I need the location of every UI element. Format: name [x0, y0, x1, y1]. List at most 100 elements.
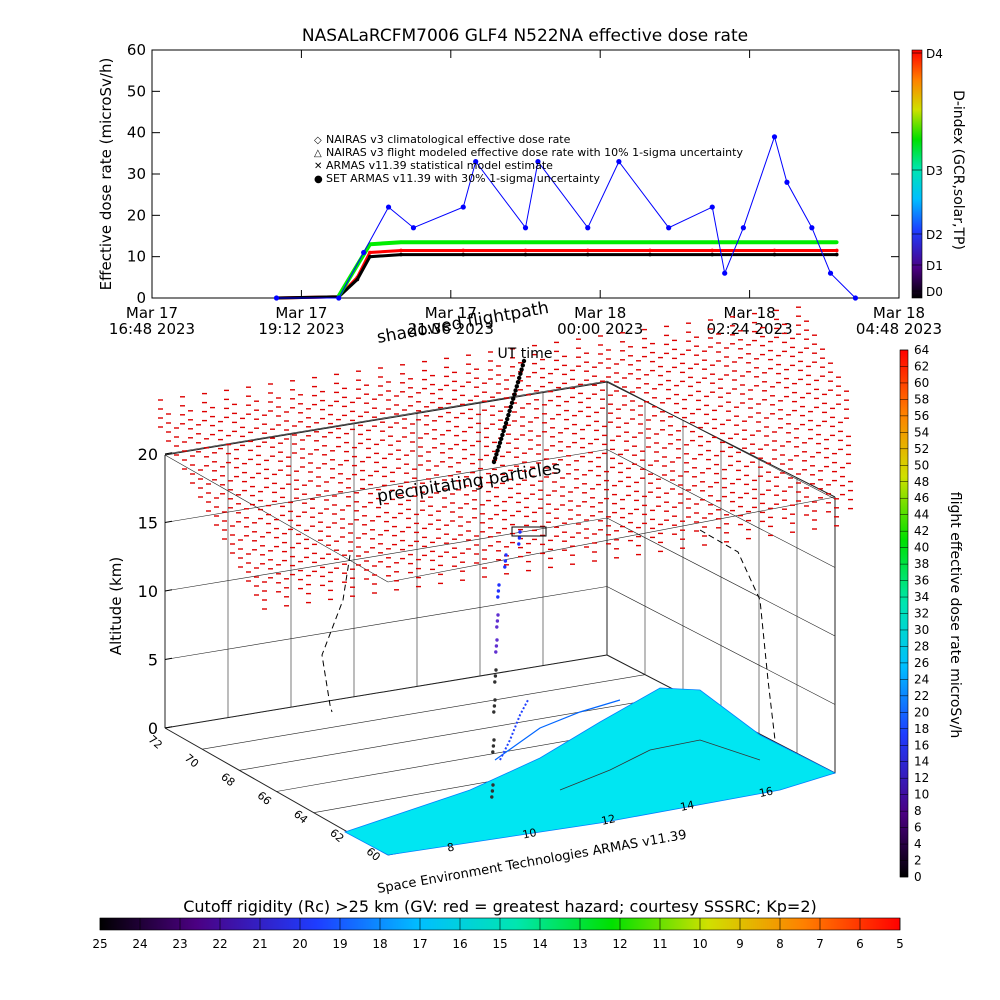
series-point: [834, 240, 839, 244]
land-mass: [343, 687, 837, 856]
dose-tick-label: 18: [914, 722, 929, 736]
dose-tick-label: 40: [914, 541, 929, 555]
flightpath-point: [493, 698, 497, 702]
dose-tick-label: 30: [914, 623, 929, 637]
cutoff-tick-label: 5: [896, 937, 904, 951]
altitude-tick: [164, 520, 173, 523]
series-point: [740, 225, 746, 231]
x-tick-label-time: 02:24 2023: [707, 320, 793, 338]
altitude-tick-label: 15: [138, 514, 158, 533]
flightpath-point: [492, 710, 496, 714]
series-point: [772, 240, 777, 244]
dose-tick-label: 32: [914, 607, 929, 621]
flightpath-top-point: [515, 379, 521, 385]
dose-tick-label: 44: [914, 508, 929, 522]
flightpath-top-point: [495, 448, 500, 453]
y-tick-label: 20: [127, 206, 146, 224]
series-line: [276, 253, 837, 300]
flightpath-point: [494, 644, 499, 648]
latitude-tick-label: 64: [291, 808, 310, 827]
series-point: [648, 240, 652, 244]
flightpath-point: [493, 680, 497, 684]
cutoff-tick-label: 17: [412, 937, 427, 951]
flightpath-point: [497, 583, 501, 587]
cutoff-tick-label: 14: [532, 937, 547, 951]
cutoff-tick-label: 10: [692, 937, 707, 951]
dindex-ticks: D4 D3 D2 D1 D0: [912, 47, 943, 299]
dose-tick-label: 6: [914, 821, 922, 835]
flightpath-point: [495, 619, 500, 623]
flightpath-point: [504, 553, 508, 557]
cutoff-tick-label: 12: [612, 937, 627, 951]
top-y-ticks: 0 10 20 30 40 50 60: [127, 41, 899, 307]
dose-tick-label: 22: [914, 689, 929, 703]
flightpath-point: [490, 789, 495, 793]
series-point: [710, 248, 715, 253]
longitude-ticks: 8 10 12 14 16: [446, 784, 774, 854]
series-point: [460, 204, 466, 210]
cutoff-tick-label: 6: [856, 937, 864, 951]
flightpath-point: [491, 750, 495, 754]
grid-line: [239, 694, 684, 771]
x-tick-label-time: 04:48 2023: [856, 320, 942, 338]
flightpath-top-point: [499, 436, 504, 442]
border-line: [559, 739, 761, 791]
cutoff-tick-label: 8: [776, 937, 784, 951]
series-point: [523, 248, 528, 253]
cutoff-tick-label: 18: [372, 937, 387, 951]
x-tick-label-day: Mar 17: [275, 304, 327, 322]
dose-tick-label: 58: [914, 392, 929, 406]
cutoff-tick-label: 22: [212, 937, 227, 951]
dindex-tick-label: D3: [926, 164, 943, 178]
series-point: [522, 225, 529, 231]
dose-tick-label: 48: [914, 475, 929, 489]
latitude-tick-label: 66: [255, 789, 274, 808]
latitude-tick-label: 68: [218, 770, 237, 789]
flightpath-point: [492, 738, 496, 742]
flightpath-top-point: [501, 428, 506, 434]
legend-label: NAIRAS v3 flight modeled effective dose …: [326, 146, 743, 159]
altitude-ticks: 0 5 10 15 20: [138, 445, 173, 738]
altitude-tick: [164, 657, 173, 660]
series-point: [410, 225, 417, 231]
dose-tick-label: 26: [914, 656, 929, 670]
dose-tick-label: 52: [914, 442, 929, 456]
x-tick-label-day: Mar 17: [126, 304, 178, 322]
series-point: [368, 254, 372, 259]
legend-label: ARMAS v11.39 statistical model estimate: [326, 159, 553, 172]
dose-tick-label: 12: [914, 771, 929, 785]
dose-tick-label: 2: [914, 854, 922, 868]
series-point: [336, 295, 342, 301]
ground-map: [343, 687, 837, 856]
altitude-tick: [164, 452, 173, 455]
flightpath-top-point: [506, 412, 511, 418]
dose-colorbar-ticks: 0246810121416182022242628303234363840424…: [900, 343, 929, 884]
y-tick-label: 50: [127, 82, 146, 100]
box-edge: [164, 381, 608, 456]
series-point: [809, 225, 815, 231]
y-tick-label: 40: [127, 124, 146, 142]
dose-tick-label: 4: [914, 837, 922, 851]
grid-line: [164, 586, 608, 660]
dindex-colorbar: [911, 49, 923, 299]
flightpath-point: [495, 625, 499, 629]
series-point: [273, 295, 280, 301]
series-point: [666, 225, 672, 231]
series-point: [473, 159, 479, 165]
legend-label: NAIRAS v3 climatological effective dose …: [326, 133, 571, 146]
flightpath-top-point: [520, 363, 525, 368]
legend-marker: ✕: [314, 161, 322, 172]
series-point: [771, 134, 778, 140]
dose-tick-label: 64: [914, 343, 929, 357]
flightpath-top-point: [512, 392, 517, 397]
series-point: [710, 240, 715, 244]
series-point: [648, 248, 652, 253]
flightpath-point: [517, 542, 521, 546]
altitude-tick-label: 0: [148, 719, 158, 738]
flightpath-top-point: [503, 420, 509, 426]
flightpath-top-point: [505, 416, 510, 422]
cutoff-tick-label: 9: [736, 937, 744, 951]
dose-tick-label: 24: [914, 672, 929, 686]
flightpath-point: [495, 638, 499, 642]
flightpath-top-point: [509, 400, 515, 406]
